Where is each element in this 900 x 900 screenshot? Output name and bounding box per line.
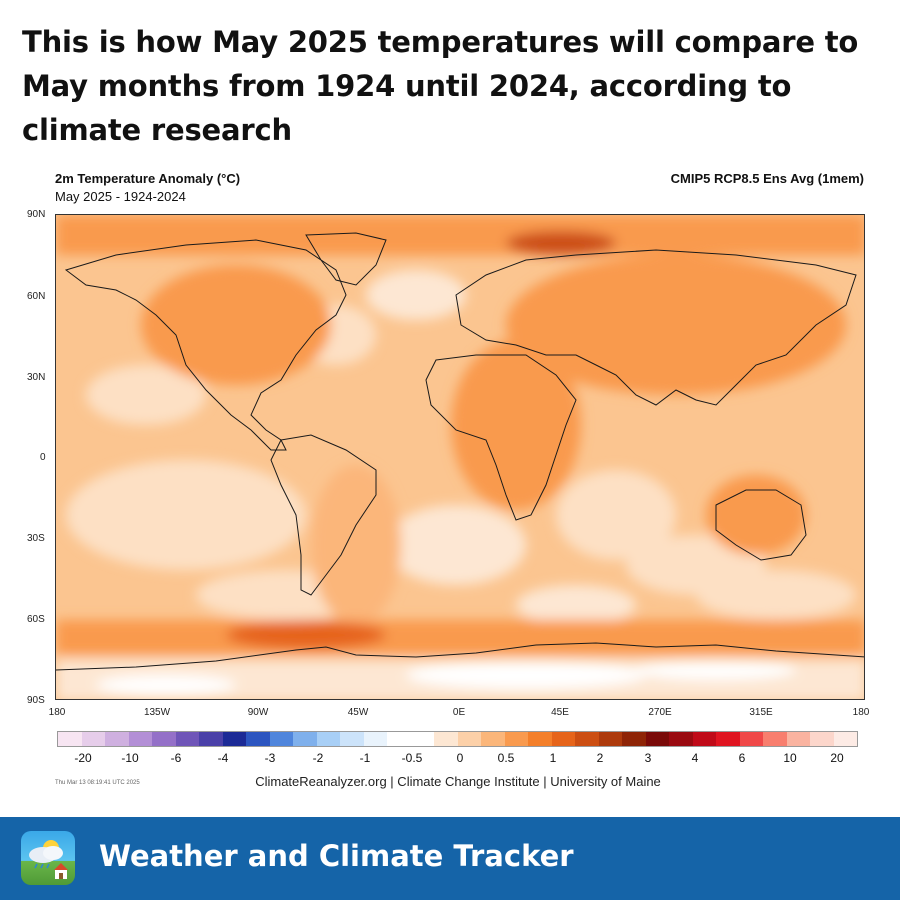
color-scale-swatch — [128, 732, 152, 746]
lon-label-315e: 315E — [749, 707, 773, 718]
color-scale-swatch — [269, 732, 293, 746]
weather-app-icon — [21, 831, 75, 885]
lon-label-0e: 0E — [452, 707, 466, 718]
headline: This is how May 2025 temperatures will c… — [22, 25, 859, 147]
color-scale-swatch — [363, 732, 387, 746]
lon-label-180-west: 180 — [48, 707, 66, 718]
timestamp: Thu Mar 13 08:19:41 UTC 2025 — [55, 780, 140, 786]
color-scale-swatch — [692, 732, 716, 746]
scale-label: 3 — [644, 751, 652, 765]
map-model-label: CMIP5 RCP8.5 Ens Avg (1mem) — [670, 171, 864, 186]
lat-label-90n: 90N — [27, 209, 46, 220]
scale-label: 0.5 — [497, 751, 515, 765]
color-scale-swatch — [669, 732, 693, 746]
color-scale-swatch — [504, 732, 528, 746]
color-scale-swatch — [293, 732, 317, 746]
color-scale-swatch — [457, 732, 481, 746]
lat-label-60n: 60N — [27, 291, 46, 302]
scale-label: 6 — [738, 751, 746, 765]
color-scale-swatch — [246, 732, 270, 746]
scale-label: -1 — [359, 751, 371, 765]
color-scale-swatch — [434, 732, 458, 746]
lon-label-45w: 45W — [347, 707, 369, 718]
color-scale-swatch — [622, 732, 646, 746]
scale-label: -20 — [74, 751, 92, 765]
scale-label: -3 — [264, 751, 276, 765]
color-scale-swatch — [786, 732, 810, 746]
map-title: 2m Temperature Anomaly (°C) — [55, 171, 241, 186]
scale-label: 10 — [783, 751, 797, 765]
app-name: Weather and Climate Tracker — [99, 839, 574, 873]
color-scale-swatch — [716, 732, 740, 746]
scale-label: -10 — [121, 751, 139, 765]
lat-label-0: 0 — [40, 452, 46, 463]
color-scale-swatch — [551, 732, 575, 746]
map-subtitle: May 2025 - 1924-2024 — [55, 189, 186, 204]
color-scale-swatch — [739, 732, 763, 746]
anomaly-map — [55, 214, 865, 700]
color-scale-swatch — [387, 732, 411, 746]
scale-label: -2 — [312, 751, 324, 765]
color-scale-swatch — [410, 732, 434, 746]
lon-label-45e: 45E — [551, 707, 569, 718]
color-scale-swatch — [833, 732, 857, 746]
scale-label: -6 — [170, 751, 182, 765]
color-scale-swatch — [528, 732, 552, 746]
scale-label: 20 — [830, 751, 844, 765]
color-scale-swatch — [645, 732, 669, 746]
lon-label-180-east: 180 — [852, 707, 870, 718]
scale-label: 4 — [691, 751, 699, 765]
scale-label: -4 — [217, 751, 229, 765]
color-scale-swatch — [481, 732, 505, 746]
color-scale-swatch — [575, 732, 599, 746]
color-scale-swatch — [340, 732, 364, 746]
credit-line: ClimateReanalyzer.org | Climate Change I… — [255, 774, 661, 789]
scale-label: -0.5 — [401, 751, 423, 765]
color-scale-swatch — [152, 732, 176, 746]
color-scale-swatch — [763, 732, 787, 746]
color-scale-swatch — [316, 732, 340, 746]
scale-label: 2 — [596, 751, 604, 765]
footer-banner: Weather and Climate Tracker — [0, 817, 900, 900]
color-scale-swatch — [810, 732, 834, 746]
color-scale-swatch — [199, 732, 223, 746]
lat-label-30s: 30S — [27, 533, 45, 544]
color-scale-bar — [57, 731, 858, 747]
anomaly-map-graphic — [56, 215, 864, 699]
color-scale-swatch — [58, 732, 82, 746]
lon-label-90w: 90W — [247, 707, 269, 718]
lon-label-135w: 135W — [143, 707, 171, 718]
color-scale-swatch — [598, 732, 622, 746]
lat-label-30n: 30N — [27, 372, 46, 383]
color-scale-swatch — [81, 732, 105, 746]
color-scale-swatch — [175, 732, 199, 746]
color-scale-swatch — [222, 732, 246, 746]
scale-label: 0 — [456, 751, 464, 765]
color-scale-swatch — [105, 732, 129, 746]
scale-label: 1 — [549, 751, 557, 765]
lat-label-60s: 60S — [27, 614, 45, 625]
lat-label-90s: 90S — [27, 695, 45, 706]
lon-label-270e: 270E — [648, 707, 672, 718]
